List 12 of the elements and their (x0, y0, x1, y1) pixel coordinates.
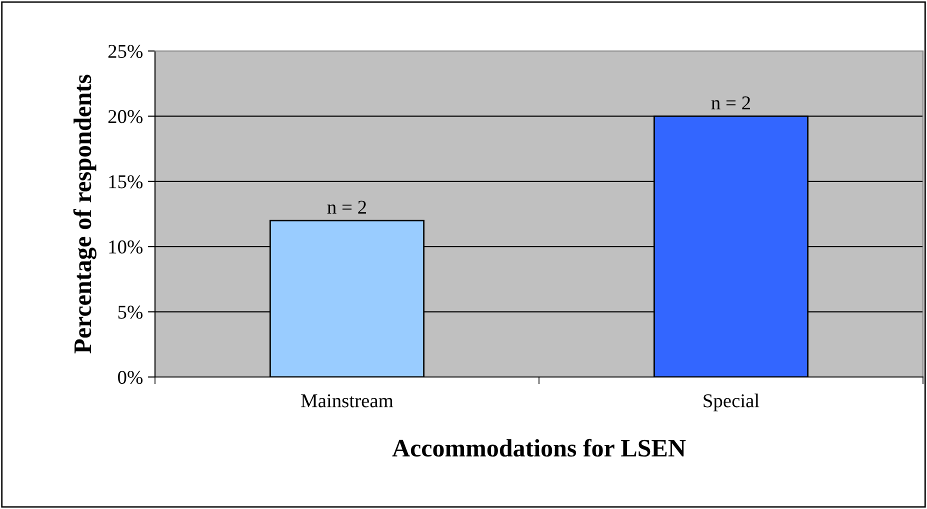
y-tick-label: 25% (108, 44, 143, 58)
y-axis-title: Percentage of respondents (73, 74, 96, 354)
y-tick-label: 15% (109, 175, 143, 188)
y-tick-label: 10% (109, 240, 143, 254)
x-axis-title: Accommodations for LSEN (392, 438, 686, 457)
annotation: n = 2 (711, 96, 750, 110)
y-tick-label: 0% (118, 370, 143, 384)
y-tick-label: 20% (108, 110, 143, 124)
x-tick-label: Mainstream (301, 394, 394, 408)
annotation: n = 2 (327, 200, 366, 214)
x-tick-label: Special (704, 394, 760, 412)
y-tick-label: 5% (118, 306, 143, 319)
